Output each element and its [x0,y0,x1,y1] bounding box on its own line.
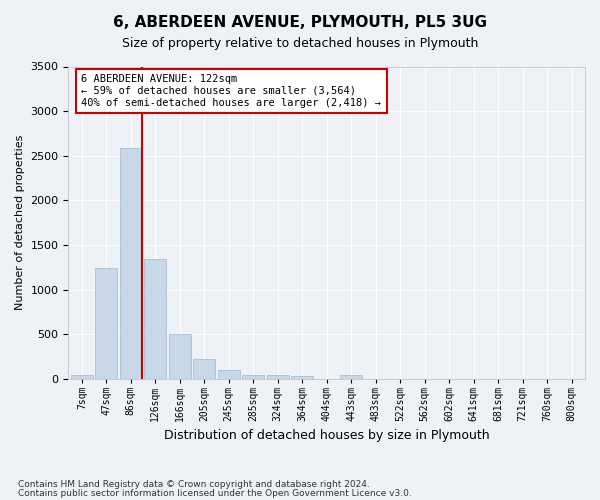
Bar [71,374,93,379]
Bar [169,334,191,379]
Bar [120,148,142,379]
Text: 6 ABERDEEN AVENUE: 122sqm
← 59% of detached houses are smaller (3,564)
40% of se: 6 ABERDEEN AVENUE: 122sqm ← 59% of detac… [82,74,382,108]
Bar [95,268,118,379]
Bar [267,375,289,379]
Text: 6, ABERDEEN AVENUE, PLYMOUTH, PL5 3UG: 6, ABERDEEN AVENUE, PLYMOUTH, PL5 3UG [113,15,487,30]
Bar [340,376,362,379]
Bar [218,370,240,379]
Bar [193,360,215,379]
Bar [145,260,166,379]
Text: Contains public sector information licensed under the Open Government Licence v3: Contains public sector information licen… [18,488,412,498]
Bar [242,374,264,379]
Y-axis label: Number of detached properties: Number of detached properties [15,135,25,310]
Bar [291,376,313,379]
Text: Contains HM Land Registry data © Crown copyright and database right 2024.: Contains HM Land Registry data © Crown c… [18,480,370,489]
X-axis label: Distribution of detached houses by size in Plymouth: Distribution of detached houses by size … [164,430,490,442]
Text: Size of property relative to detached houses in Plymouth: Size of property relative to detached ho… [122,38,478,51]
